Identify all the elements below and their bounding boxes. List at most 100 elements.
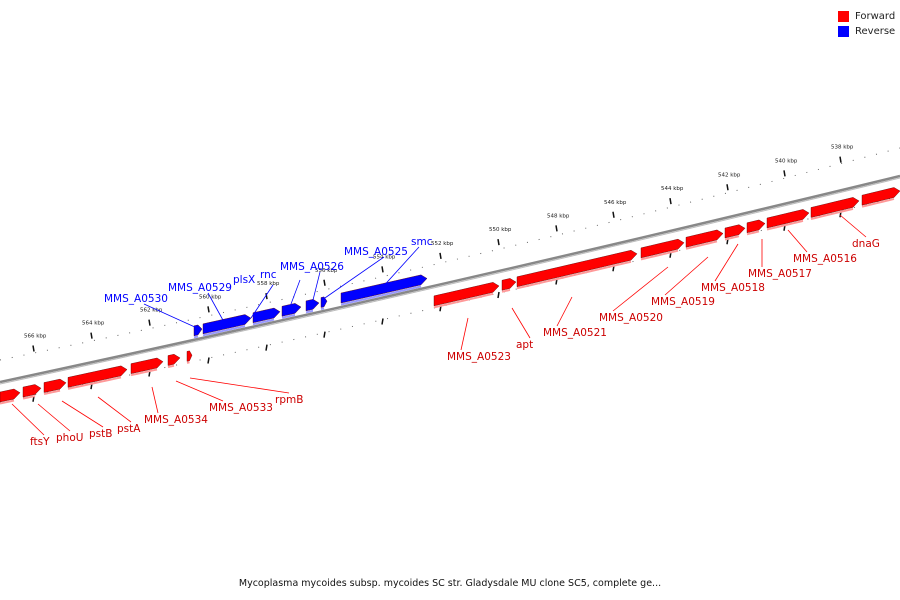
gene-shadow-pstb (67, 376, 122, 390)
reverse-swatch (838, 26, 849, 37)
tick-label: 564 kbp (82, 321, 105, 327)
gene-label-apt: apt (516, 339, 533, 351)
leader-mms-a0519 (664, 256, 709, 296)
leader-mms-a0523 (460, 317, 469, 351)
forward-swatch (838, 11, 849, 22)
gene-label-mms-a0530: MMS_A0530 (104, 293, 168, 305)
leader-apt (511, 307, 531, 339)
gene-arrow-mms-a0523 (501, 278, 517, 291)
gene-arrow-apt (516, 250, 638, 288)
leader-mms-a0529 (207, 292, 225, 323)
gene-shadow-phou (43, 389, 61, 396)
gene-arrow-mms-a0533 (186, 350, 193, 362)
gene-arrow-mms-a0530 (193, 324, 203, 337)
gene-label-mms-a0516: MMS_A0516 (793, 253, 857, 265)
gene-shadow-rnc (281, 313, 296, 319)
gene-shadow-plsx (252, 318, 275, 326)
tick-mark (669, 197, 672, 205)
tick-label: 550 kbp (489, 227, 512, 233)
gene-label-mms-a0519: MMS_A0519 (651, 296, 715, 308)
gene-shadow-gene-edge (0, 399, 15, 405)
leader-mms-a0521 (556, 296, 573, 327)
legend-forward-label: Forward (855, 11, 896, 22)
gene-arrow-mms-a0517 (766, 209, 810, 229)
gene-shadow-mms-a0517 (766, 219, 804, 231)
gene-label-mms-a0518: MMS_A0518 (701, 282, 765, 294)
leader-mms-a0525 (321, 256, 385, 301)
legend-reverse-label: Reverse (855, 26, 896, 37)
gene-label-mms-a0529: MMS_A0529 (168, 282, 232, 294)
gene-arrow-plsx (252, 307, 281, 323)
gene-arrow-dnag (861, 187, 900, 206)
gene-shadow-mms-a0518 (746, 230, 760, 236)
gene-arrow-mms-a0519 (724, 224, 746, 239)
gene-label-phou: phoU (56, 432, 83, 444)
gene-shadow-mms-a0533 (186, 361, 190, 364)
tick-mark (783, 170, 786, 177)
tick-label: 542 kbp (718, 172, 741, 178)
tick-mark (381, 266, 384, 273)
gene-label-plsx: plsX (233, 274, 255, 286)
leader-smc (379, 246, 420, 291)
gene-shadow-ftsy (22, 395, 36, 400)
tick-mark (612, 211, 615, 218)
gene-arrow-phou (43, 378, 67, 393)
leader-mms-a0516 (787, 229, 808, 253)
tick-mark (265, 293, 268, 300)
inner-tick-mark (381, 318, 384, 325)
gene-arrow-ftsy (22, 384, 42, 398)
leader-rpmb (189, 377, 290, 394)
tick-mark (726, 184, 729, 191)
gene-shadow-rpmb (433, 292, 494, 309)
gene-arrow-mms-a0521 (640, 238, 685, 259)
tick-label: 562 kbp (140, 308, 163, 314)
gene-arrow-smc (340, 274, 428, 304)
gene-arrow-psta (130, 357, 164, 374)
leader-ftsy (11, 403, 45, 436)
tick-label: 558 kbp (257, 281, 280, 287)
leader-plsx (250, 284, 274, 319)
tick-label: 552 kbp (431, 241, 454, 247)
leader-dnag (839, 214, 867, 238)
gene-arrow-mms-a0529 (202, 314, 252, 335)
gene-label-psta: pstA (117, 423, 141, 435)
tick-mark (439, 252, 442, 259)
tick-mark (323, 279, 326, 286)
tick-mark (32, 345, 35, 352)
tick-mark (90, 332, 93, 339)
tick-label: 544 kbp (661, 186, 684, 192)
tick-label: 540 kbp (775, 158, 798, 164)
inner-tick-mark (207, 357, 210, 364)
gene-label-mms-a0526: MMS_A0526 (280, 261, 344, 273)
leader-phou (37, 403, 71, 432)
gene-label-dnag: dnaG (852, 238, 880, 250)
leader-mms-a0530 (143, 303, 198, 329)
inner-tick-mark (323, 331, 326, 338)
leader-mms-a0526 (310, 271, 321, 309)
gene-label-mms-a0523: MMS_A0523 (447, 351, 511, 363)
gene-label-mms-a0525: MMS_A0525 (344, 246, 408, 258)
gene-label-mms-a0521: MMS_A0521 (543, 327, 607, 339)
gene-arrow-mms-a0516 (810, 197, 860, 218)
tick-label: 546 kbp (604, 200, 627, 206)
leader-mms-a0518 (714, 243, 739, 282)
gene-shadow-psta (130, 368, 158, 377)
gene-arrow-rpmb (433, 282, 500, 307)
gene-label-smc: smc (411, 236, 433, 248)
tick-label: 554 kbp (373, 254, 396, 260)
gene-label-pstb: pstB (89, 428, 112, 440)
gene-shadow-mms-a0525 (320, 307, 325, 310)
inner-tick-mark (265, 344, 268, 351)
gene-label-rpmb: rpmB (275, 394, 303, 406)
leader-pstb (61, 400, 104, 428)
tick-mark (207, 306, 210, 313)
genome-backbone-shadow (0, 177, 900, 385)
gene-shadow-smc (340, 285, 422, 306)
gene-arrow-mms-a0526 (305, 299, 320, 312)
gene-shadow-mms-a0523 (501, 288, 511, 293)
gene-label-ftsy: ftsY (30, 436, 50, 448)
legend: Forward Reverse (838, 9, 895, 39)
gene-shadow-mms-a0529 (202, 325, 246, 337)
gene-arrow-mms-a0520 (685, 229, 724, 248)
gene-label-mms-a0517: MMS_A0517 (748, 268, 812, 280)
